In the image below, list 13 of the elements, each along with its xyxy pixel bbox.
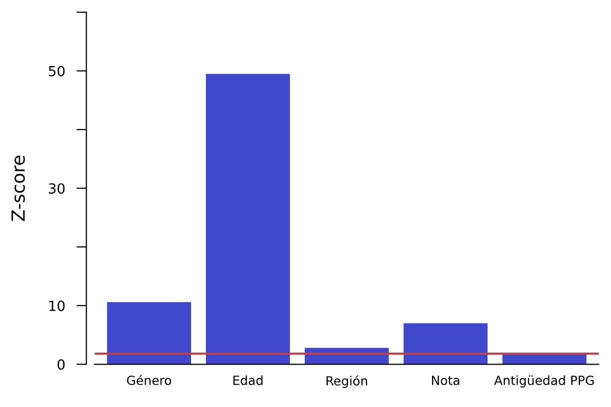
x-tick-label: Género (127, 374, 172, 386)
y-tick-label: 10 (49, 300, 65, 312)
x-tick-label: Nota (432, 376, 460, 386)
bar (206, 74, 290, 364)
x-tick-label: Antigüedad PPG (494, 375, 594, 388)
y-tick-label: 30 (48, 183, 65, 194)
bar (404, 323, 488, 364)
x-tick-label: Región (326, 375, 368, 388)
bar (107, 302, 192, 364)
y-tick-label: 50 (48, 66, 65, 76)
y-tick-label: 0 (58, 359, 65, 370)
y-axis-title: Z-score (12, 156, 25, 221)
x-tick-label: Edad (233, 375, 262, 386)
